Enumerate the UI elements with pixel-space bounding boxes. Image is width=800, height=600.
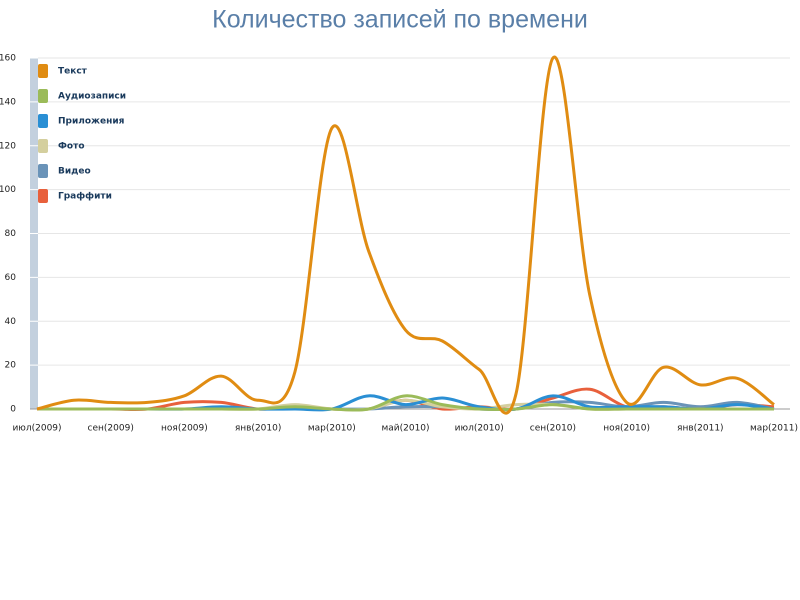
x-tick-label: сен(2009) [88,424,134,434]
legend-swatch [38,114,48,128]
x-tick-label: мар(2010) [308,424,356,434]
x-tick-label: мар(2011) [750,424,798,434]
x-tick-label: янв(2010) [235,424,282,434]
legend-label: Приложения [58,117,125,127]
legend-label: Фото [58,142,85,152]
y-tick-label: 40 [5,317,17,327]
legend-swatch [38,89,48,103]
legend-swatch [38,189,48,203]
y-tick-label: 120 [0,141,16,151]
y-tick-label: 60 [5,273,17,283]
legend-swatch [38,164,48,178]
x-tick-label: янв(2011) [677,424,724,434]
x-tick-label: май(2010) [381,424,429,434]
y-tick-label: 0 [10,405,16,415]
y-tick-label: 80 [5,229,17,239]
series-line [37,394,774,412]
x-tick-label: ноя(2010) [603,424,650,434]
series-line [36,55,775,415]
x-tick-label: ноя(2009) [161,424,208,434]
legend-label: Видео [58,167,91,177]
legend-label: Граффити [58,192,112,202]
legend-label: Текст [58,67,88,77]
x-tick-label: сен(2010) [530,424,576,434]
chart-title: Количество записей по времени [212,6,588,34]
y-tick-label: 160 [0,54,16,64]
x-tick-label: июл(2009) [12,424,61,434]
y-tick-label: 100 [0,185,16,195]
y-tick-label: 20 [5,361,17,371]
y-tick-label: 140 [0,97,16,107]
legend-swatch [38,139,48,153]
legend-swatch [38,64,48,78]
x-tick-label: июл(2010) [455,424,504,434]
legend-label: Аудиозаписи [58,92,126,102]
